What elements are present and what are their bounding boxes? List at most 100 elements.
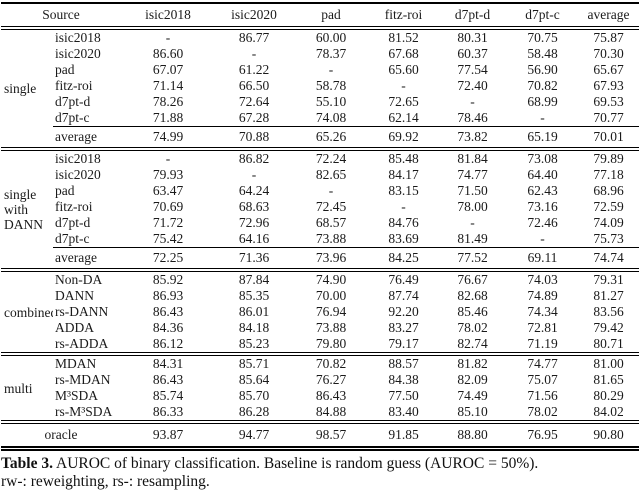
table-row: single with DANN isic2018-86.82 72.24 85.48… <box>1 149 639 232</box>
value-cell: 81.49 <box>457 231 488 246</box>
section-multi: multi MDAN 84.31 85.71 70.82 88.57 81.82 74.77 8… <box>1 354 639 422</box>
value-cell: 71.56 <box>527 388 558 403</box>
table-row: ADDA 84.36 84.18 73.88 83.27 78.02 72.81 79.42 <box>1 320 639 336</box>
value-cell: 79.89 <box>593 151 624 166</box>
value-cell: - <box>470 94 475 109</box>
value-cell: 73.96 <box>293 247 369 270</box>
value-cell: 84.18 <box>238 320 270 335</box>
value-cell: 74.77 <box>457 167 488 182</box>
value-cell: 77.54 <box>457 62 488 77</box>
value-cell: 68.57 <box>315 215 347 230</box>
row-label: M³SDA <box>55 388 99 403</box>
value-cell: 73.88 <box>315 231 347 246</box>
column-header-d7pt-d: d7pt-d <box>454 7 491 22</box>
value-cell: - <box>401 199 406 214</box>
value-cell: 68.99 <box>527 94 558 109</box>
value-cell: 65.60 <box>388 62 419 77</box>
value-cell: 77.18 <box>593 167 624 182</box>
table-row: d7pt-d 78.26 72.64 55.10 72.65 - 68.99 69.53 <box>1 94 639 110</box>
caption-text: AUROC of binary classification. Baseline… <box>52 455 539 472</box>
value-cell: 82.09 <box>457 372 488 387</box>
value-cell: 93.87 <box>152 427 184 442</box>
row-label: average <box>53 126 121 149</box>
value-cell: 84.88 <box>315 404 347 419</box>
value-cell: 76.49 <box>388 272 419 287</box>
value-cell: 78.26 <box>152 94 184 109</box>
section-oracle: oracle 93.87 94.77 98.57 91.85 88.80 76.95 90.8… <box>1 422 639 449</box>
value-cell: - <box>165 30 171 45</box>
section-combined: combined Non-DA 85.92 87.84 74.90 76.49 76.67 7… <box>1 270 639 354</box>
value-cell: 74.89 <box>527 288 558 303</box>
value-cell: 64.24 <box>238 183 270 198</box>
value-cell: 75.87 <box>593 30 624 45</box>
value-cell: 77.50 <box>388 388 419 403</box>
value-cell: 70.77 <box>593 110 624 125</box>
row-label: oracle <box>44 427 78 442</box>
value-cell: 67.93 <box>593 78 624 93</box>
row-label: pad <box>55 62 75 77</box>
value-cell: 76.94 <box>315 304 347 319</box>
value-cell: 71.72 <box>152 215 184 230</box>
value-cell: 81.00 <box>593 356 624 371</box>
value-cell: 70.82 <box>315 356 347 371</box>
value-cell: 58.48 <box>527 46 558 61</box>
value-cell: 81.82 <box>457 356 488 371</box>
value-cell: 86.43 <box>315 388 347 403</box>
value-cell: 75.07 <box>527 372 558 387</box>
value-cell: - <box>165 151 171 166</box>
value-cell: 85.64 <box>238 372 270 387</box>
value-cell: 64.40 <box>527 167 558 182</box>
value-cell: 65.67 <box>593 62 624 77</box>
value-cell: 72.64 <box>238 94 270 109</box>
value-cell: 76.27 <box>315 372 347 387</box>
value-cell: 68.63 <box>238 199 270 214</box>
value-cell: 85.46 <box>457 304 488 319</box>
value-cell: 70.88 <box>215 126 293 149</box>
value-cell: - <box>470 215 475 230</box>
value-cell: 55.10 <box>315 94 347 109</box>
value-cell: 75.42 <box>152 231 184 246</box>
row-label: Non-DA <box>55 272 103 287</box>
value-cell: 68.96 <box>593 183 624 198</box>
value-cell: - <box>540 231 545 246</box>
value-cell: 70.00 <box>315 288 347 303</box>
value-cell: 70.75 <box>527 30 558 45</box>
table-row: d7pt-c 75.42 64.16 73.88 83.69 81.49 - 75.73 <box>1 231 639 248</box>
row-label: d7pt-c <box>55 110 90 125</box>
value-cell: 85.10 <box>457 404 488 419</box>
value-cell: 81.84 <box>457 151 488 166</box>
value-cell: 87.84 <box>238 272 270 287</box>
table-row: fitz-roi 70.69 68.63 72.45 - 78.00 73.16 72.59 <box>1 199 639 215</box>
value-cell: 69.92 <box>369 126 438 149</box>
table-row: multi MDAN 84.31 85.71 70.82 88.57 81.82 74.77 8… <box>1 354 639 396</box>
caption-text-line2: rw-: reweighting, rs-: resampling. <box>1 473 210 490</box>
value-cell: 71.36 <box>215 247 293 270</box>
value-cell: 80.71 <box>593 336 624 351</box>
value-cell: 81.52 <box>388 30 419 45</box>
value-cell: 84.36 <box>152 320 184 335</box>
value-cell: 66.50 <box>238 78 270 93</box>
value-cell: 71.50 <box>457 183 488 198</box>
value-cell: 83.15 <box>388 183 419 198</box>
value-cell: 85.74 <box>152 388 184 403</box>
value-cell: 76.95 <box>527 427 558 442</box>
average-row: average 72.25 71.36 73.96 84.25 77.52 69.11 74.… <box>1 247 639 270</box>
average-row: average 74.99 70.88 65.26 69.92 73.82 65.19 70.… <box>1 126 639 149</box>
column-header-source: Source <box>42 7 80 22</box>
table-row: rs-M³SDA 86.33 86.28 84.88 83.40 85.10 78.02 84… <box>1 404 639 422</box>
table-row: rs-DANN 86.43 86.01 76.94 92.20 85.46 74.34 83.… <box>1 304 639 320</box>
value-cell: 83.69 <box>388 231 419 246</box>
row-label: isic2018 <box>55 151 101 166</box>
table-row: rs-ADDA 86.12 85.23 79.80 79.17 82.74 71.19 80.… <box>1 336 639 354</box>
value-cell: 82.65 <box>315 167 347 182</box>
value-cell: 86.43 <box>152 304 184 319</box>
value-cell: 83.56 <box>593 304 624 319</box>
value-cell: 88.80 <box>457 427 488 442</box>
column-header-average: average <box>587 7 630 22</box>
row-label: d7pt-c <box>55 231 90 246</box>
table-row: d7pt-c 71.88 67.28 74.08 62.14 78.46 - 70.77 <box>1 110 639 127</box>
value-cell: 74.34 <box>527 304 558 319</box>
value-cell: 86.93 <box>152 288 184 303</box>
table-row: M³SDA 85.74 85.70 86.43 77.50 74.49 71.56 80.29 <box>1 388 639 404</box>
value-cell: 73.82 <box>438 126 507 149</box>
